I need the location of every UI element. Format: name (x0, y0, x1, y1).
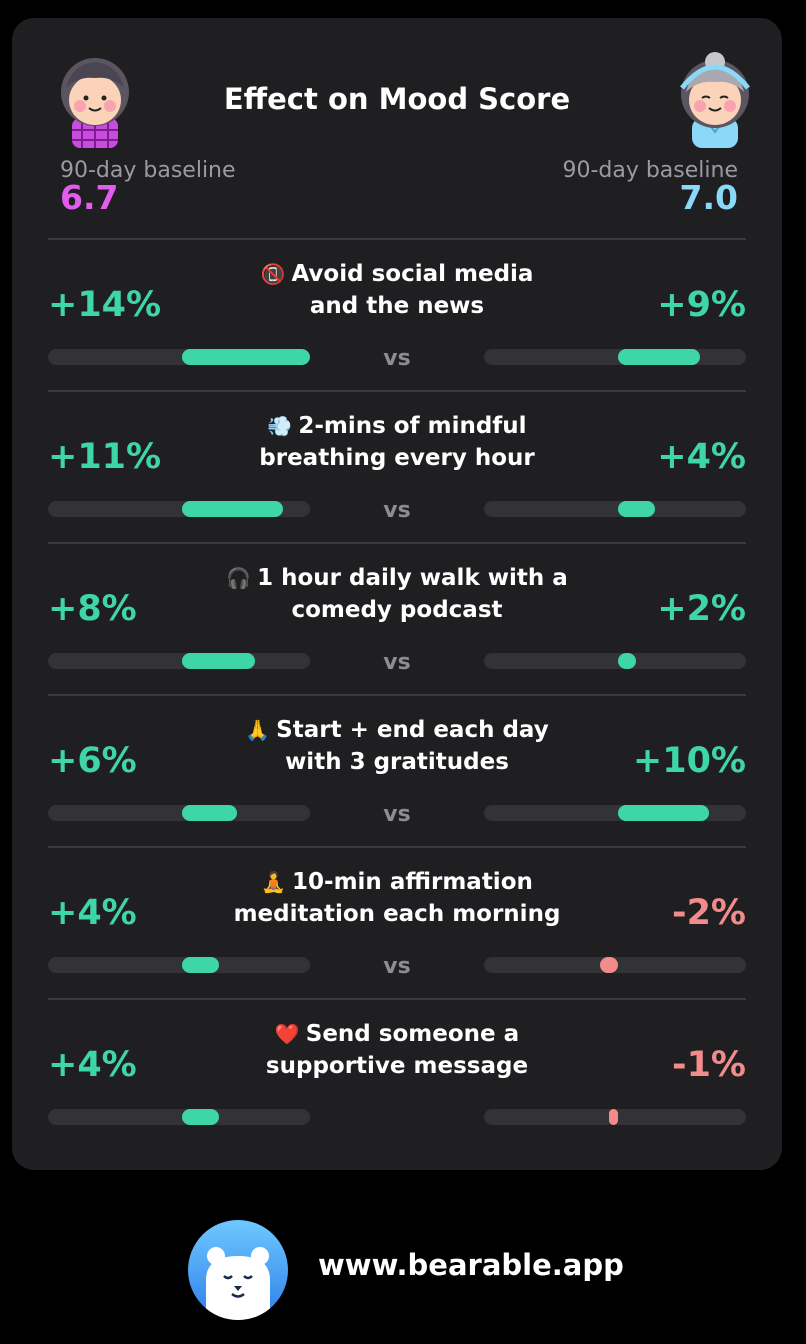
right-bar-track (484, 1109, 746, 1125)
habit-label-line2: comedy podcast (291, 597, 503, 623)
habit-row: 📵 Avoid social media and the news +14% +9% vs (12, 240, 782, 390)
habit-label: 🎧 1 hour daily walk with a comedy podcast (162, 562, 632, 626)
left-bar-track (48, 1109, 310, 1125)
habit-label-line2: breathing every hour (259, 445, 535, 471)
habit-emoji-icon: 🎧 (226, 566, 252, 590)
habit-row: 🎧 1 hour daily walk with a comedy podcast +… (12, 544, 782, 694)
row-divider (48, 694, 746, 696)
right-bar (618, 501, 655, 517)
vs-label: vs (383, 802, 411, 827)
habit-label-line2: meditation each morning (233, 901, 561, 927)
mood-score-card: Effect on Mood Score 90-day baseline 6.7… (12, 18, 782, 1170)
right-percent-label: +9% (657, 285, 746, 325)
right-percent-label: +2% (657, 589, 746, 629)
vs-label: vs (383, 954, 411, 979)
habit-label-line2: and the news (309, 293, 485, 319)
right-bar-track (484, 653, 746, 669)
left-bar-track (48, 805, 310, 821)
habit-label-line1: 1 hour daily walk with a (257, 565, 568, 591)
right-percent-label: +4% (657, 437, 746, 477)
habit-emoji-icon: 🧘 (261, 870, 287, 894)
habit-label-line1: Send someone a (305, 1021, 520, 1047)
left-bar-track (48, 653, 310, 669)
footer-url[interactable]: www.bearable.app (318, 1248, 624, 1282)
habit-emoji-icon: 📵 (260, 262, 286, 286)
row-divider (48, 238, 746, 240)
habit-emoji-icon: 🙏 (245, 718, 271, 742)
right-baseline-value: 7.0 (679, 178, 738, 217)
left-bar (182, 501, 283, 517)
habit-emoji-icon: ❤️ (274, 1022, 300, 1046)
right-person-avatar-icon (680, 52, 750, 148)
left-percent-label: +4% (48, 1045, 137, 1085)
right-bar (608, 1109, 618, 1125)
habit-row: 🙏 Start + end each day with 3 gratitudes +6… (12, 696, 782, 846)
left-percent-label: +8% (48, 589, 137, 629)
habit-label-line2: with 3 gratitudes (285, 749, 509, 775)
left-percent-label: +14% (48, 285, 162, 325)
left-baseline-value: 6.7 (60, 178, 119, 217)
vs-label: vs (383, 346, 411, 371)
right-percent-label: -2% (672, 893, 746, 933)
right-bar (618, 805, 710, 821)
habit-label-line1: 10-min affirmation (292, 869, 533, 895)
habit-label: 🧘 10-min affirmation meditation each morni… (162, 866, 632, 930)
right-percent-label: -1% (672, 1045, 746, 1085)
habit-label: 🙏 Start + end each day with 3 gratitudes (162, 714, 632, 778)
right-bar (599, 957, 618, 973)
row-divider (48, 390, 746, 392)
left-bar (182, 349, 310, 365)
habit-label-line1: Start + end each day (276, 717, 549, 743)
right-percent-label: +10% (632, 741, 746, 781)
left-percent-label: +11% (48, 437, 162, 477)
habit-label: 💨 2-mins of mindful breathing every hour (162, 410, 632, 474)
left-bar-track (48, 349, 310, 365)
left-percent-label: +6% (48, 741, 137, 781)
habit-label: ❤️ Send someone a supportive message (162, 1018, 632, 1082)
habit-label-line2: supportive message (265, 1053, 529, 1079)
right-bar-track (484, 349, 746, 365)
chart-title: Effect on Mood Score (223, 82, 571, 116)
row-divider (48, 542, 746, 544)
habit-row: 💨 2-mins of mindful breathing every hour +1… (12, 392, 782, 542)
vs-label: vs (383, 498, 411, 523)
right-bar-track (484, 501, 746, 517)
left-bar-track (48, 957, 310, 973)
habit-row: ❤️ Send someone a supportive message +4% -1% (12, 1000, 782, 1150)
right-bar (618, 349, 701, 365)
right-baseline-label: 90-day baseline (562, 158, 738, 183)
left-baseline-label: 90-day baseline (60, 158, 236, 183)
left-bar (182, 1109, 219, 1125)
vs-label: vs (383, 650, 411, 675)
left-bar (182, 805, 237, 821)
right-bar (618, 653, 637, 669)
bear-logo-icon (188, 1220, 288, 1320)
row-divider (48, 998, 746, 1000)
left-bar-track (48, 501, 310, 517)
row-divider (48, 846, 746, 848)
habit-emoji-icon: 💨 (267, 414, 293, 438)
left-person-avatar-icon (61, 58, 129, 148)
habit-label: 📵 Avoid social media and the news (162, 258, 632, 322)
habit-label-line1: Avoid social media (291, 261, 534, 287)
right-bar-track (484, 957, 746, 973)
left-bar (182, 957, 219, 973)
habit-label-line1: 2-mins of mindful (298, 413, 527, 439)
left-percent-label: +4% (48, 893, 137, 933)
right-bar-track (484, 805, 746, 821)
habit-row: 🧘 10-min affirmation meditation each morni… (12, 848, 782, 998)
left-bar (182, 653, 256, 669)
